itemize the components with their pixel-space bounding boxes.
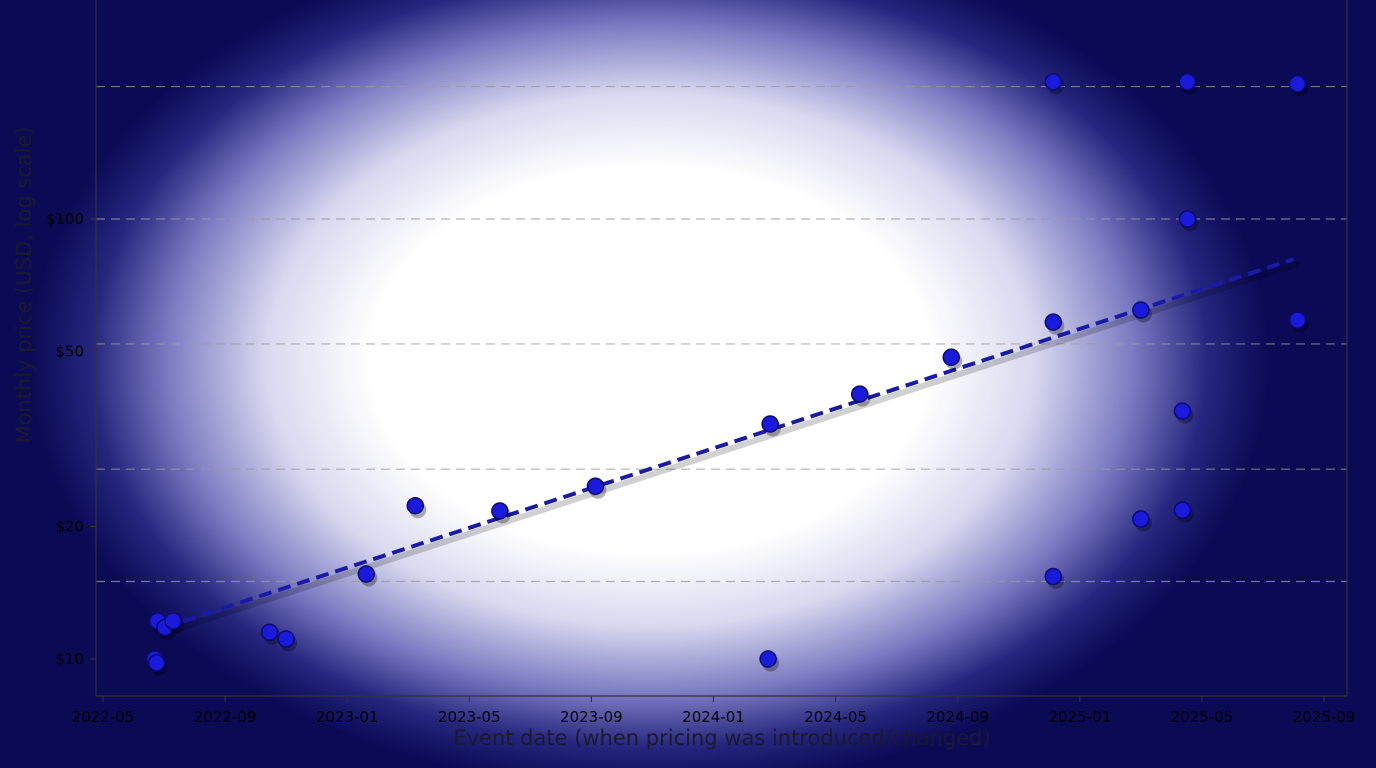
y-axis-label: Monthly price (USD, log scale) [12,126,36,443]
data-point [586,477,605,495]
x-tick-label: 2025-09 [1293,708,1356,726]
data-point [260,623,279,642]
y-tick-label: $20 [55,518,84,536]
x-tick-label: 2024-05 [804,708,867,726]
data-point [942,348,961,367]
x-ticks: 2022-05 2022-09 2023-01 2023-05 2023-09 2024-… [72,696,1356,726]
scatter-points [145,73,1309,676]
y-gridlines [96,85,1347,583]
data-point [164,612,182,630]
y-tick-label: $10 [55,650,84,668]
data-point [759,650,777,668]
data-point [1132,510,1150,528]
x-tick-label: 2022-05 [72,708,135,726]
data-point [850,385,869,403]
data-point [1132,301,1150,319]
data-point [491,502,509,520]
data-point [357,565,376,583]
data-point [1044,73,1063,91]
data-point [1178,73,1197,91]
x-tick-label: 2023-01 [316,708,379,726]
data-point [1173,402,1192,420]
data-point [406,496,425,515]
x-axis-label: Event date (when pricing was introduced/… [453,726,990,750]
x-tick-label: 2023-05 [438,708,501,726]
trend-line [163,257,1300,636]
x-tick-label: 2025-05 [1171,708,1234,726]
x-tick-label: 2022-09 [194,708,257,726]
data-point [1288,311,1307,329]
y-tick-label: $100 [46,210,84,228]
trend-line-shadow [164,261,1300,636]
y-ticks: $10 $20 $50 $100 [46,210,96,668]
data-point [1173,501,1192,519]
data-point [761,415,779,433]
x-tick-label: 2024-01 [682,708,745,726]
x-tick-label: 2023-09 [560,708,623,726]
x-tick-label: 2025-01 [1048,708,1111,726]
data-point [1044,313,1063,331]
trend-line-path [163,257,1295,630]
data-point [1044,567,1063,586]
data-point [1288,74,1307,93]
data-point [147,654,166,672]
data-point [1178,210,1197,228]
data-point [277,630,295,648]
y-tick-label: $50 [55,342,84,360]
x-tick-label: 2024-09 [926,708,989,726]
axes [95,0,1348,697]
